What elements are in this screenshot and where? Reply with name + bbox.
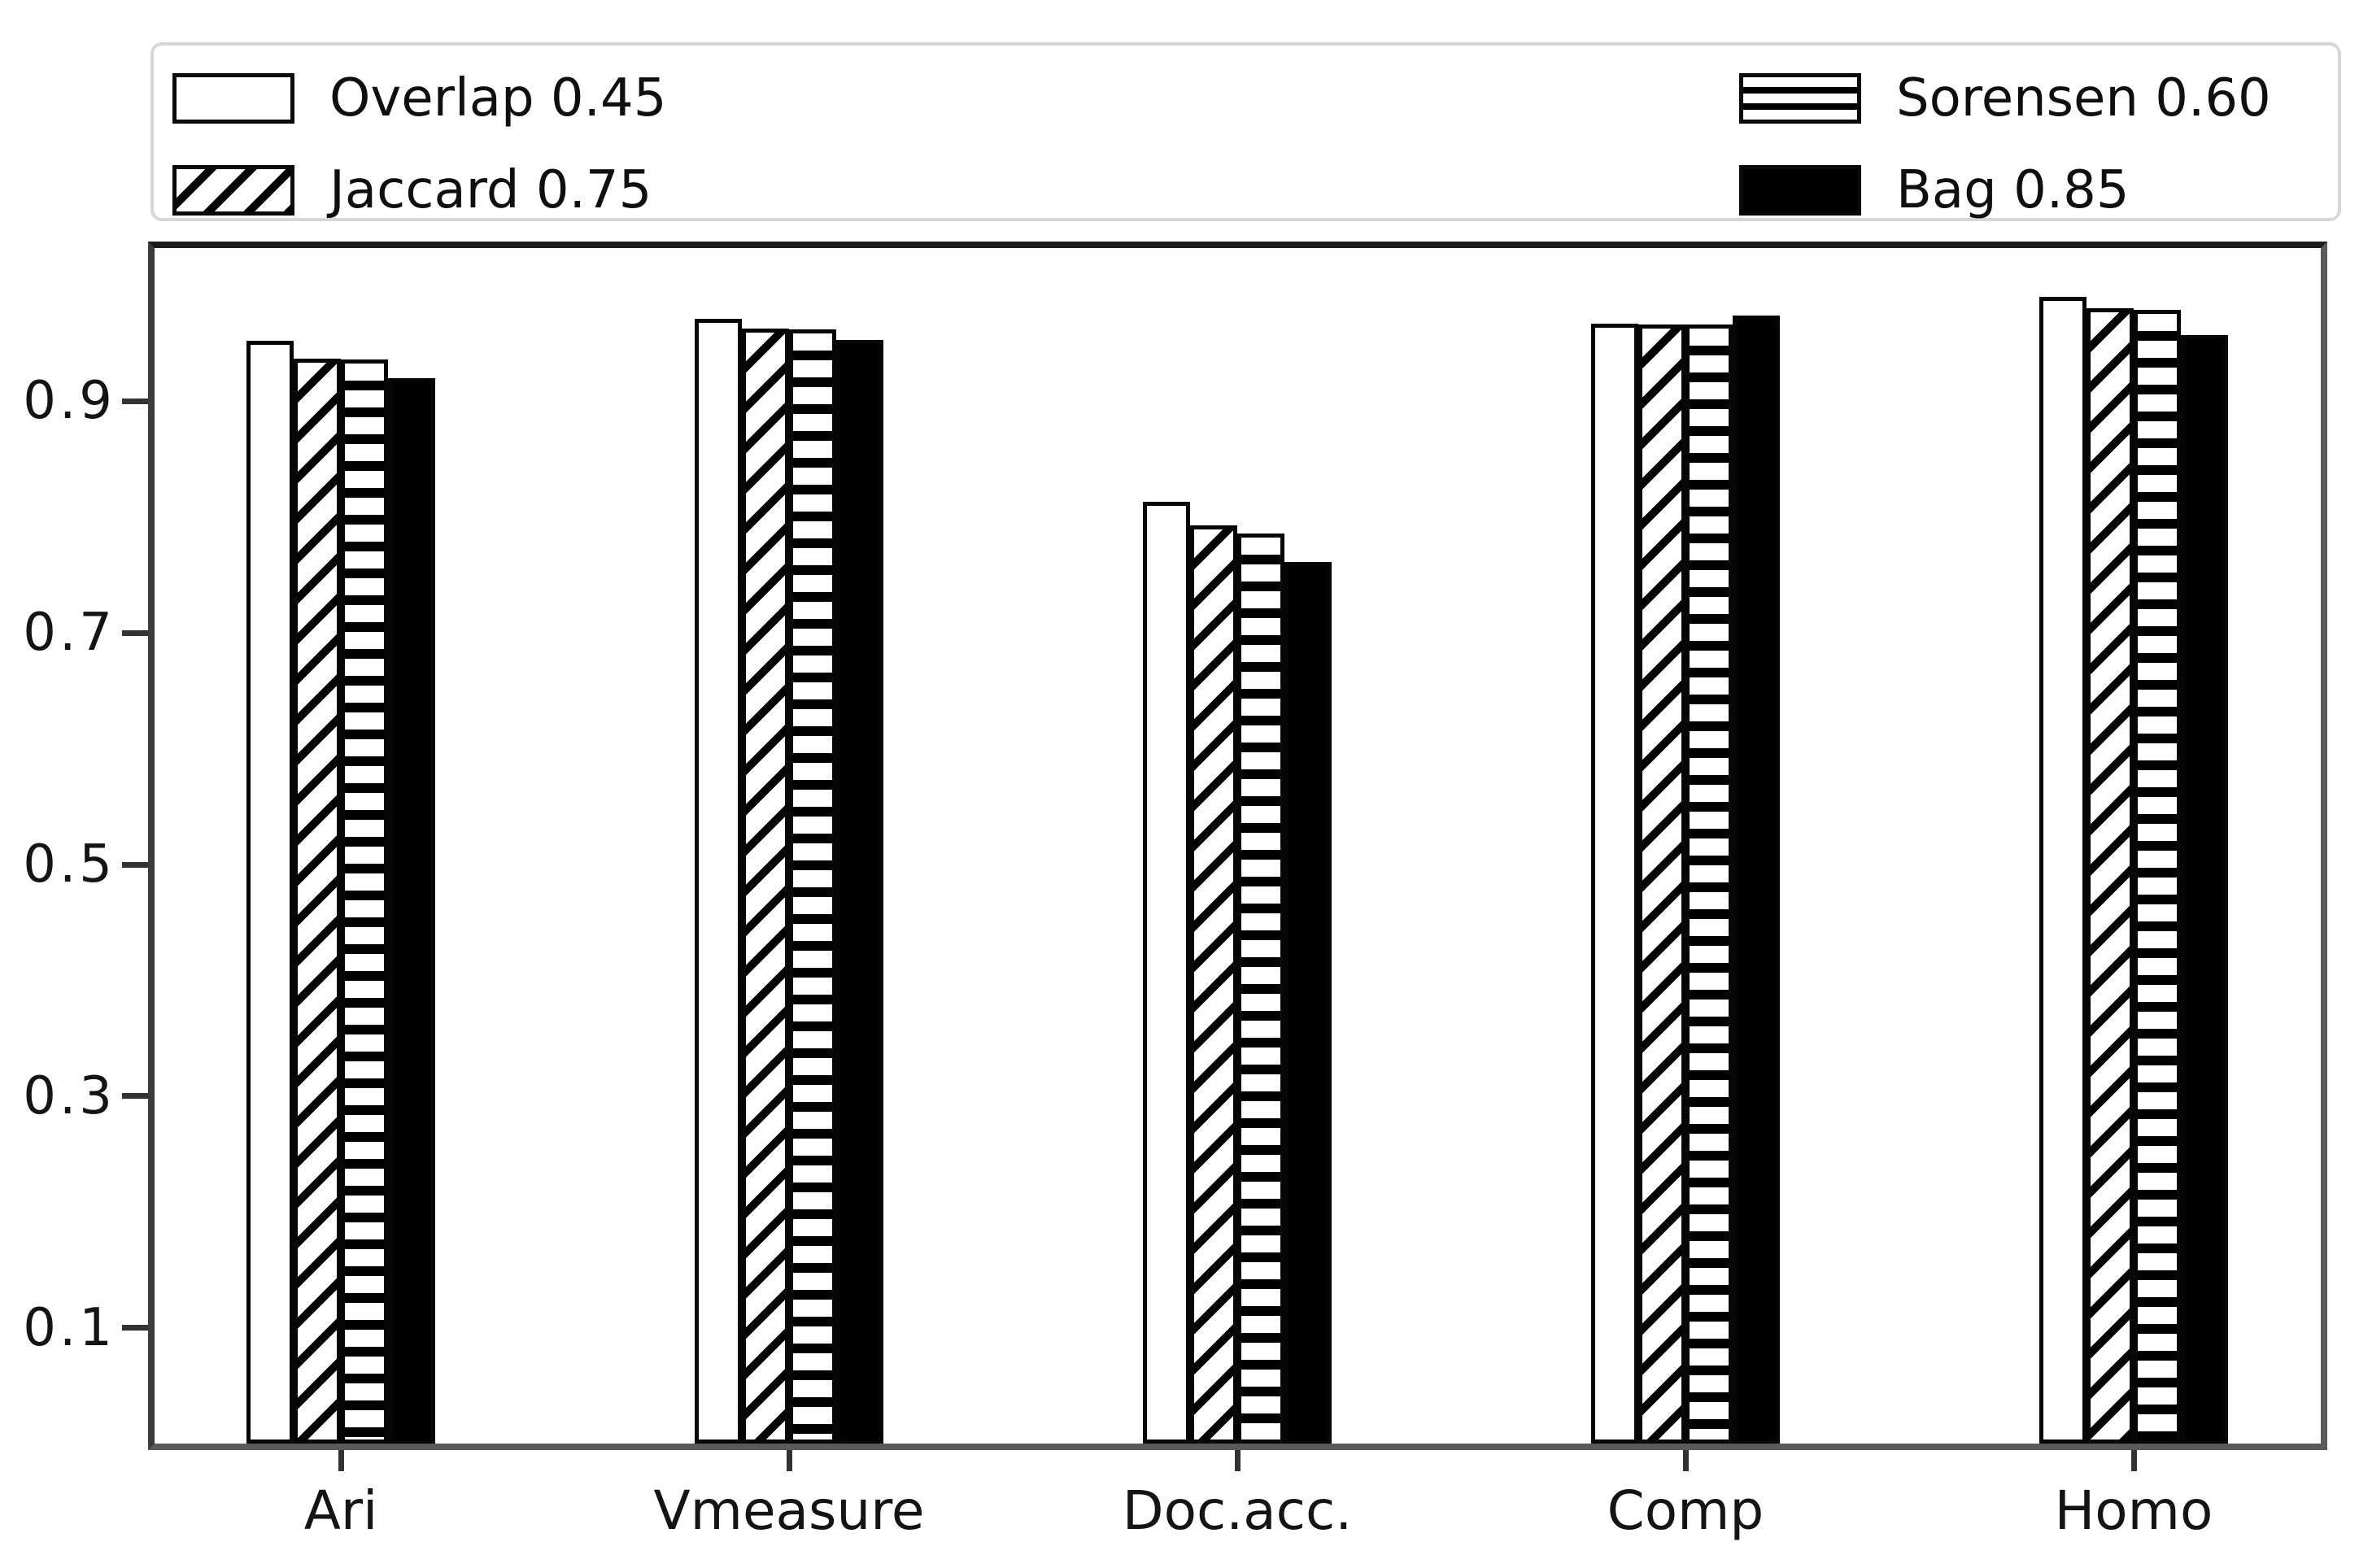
- y-tick-label: 0.5: [23, 834, 116, 895]
- bar-homo-bag: [2181, 335, 2228, 1444]
- bar-homo-overlap: [2039, 297, 2086, 1444]
- y-tick-label: 0.1: [23, 1297, 116, 1358]
- y-tick-mark: [122, 1325, 148, 1331]
- y-tick-label: 0.3: [23, 1065, 116, 1126]
- bar-comp-jaccard: [1638, 324, 1685, 1444]
- legend-label: Bag 0.85: [1896, 160, 2130, 220]
- diagonal-hatch-swatch-icon: [172, 165, 294, 216]
- bar-docacc-overlap: [1143, 502, 1190, 1444]
- bar-vmeasure-bag: [836, 339, 883, 1444]
- bar-ari-sorensen: [341, 359, 388, 1444]
- y-tick-mark: [122, 861, 148, 868]
- bar-ari-jaccard: [294, 358, 341, 1444]
- bar-comp-overlap: [1591, 324, 1638, 1444]
- x-axis-label-docacc: Doc.acc.: [1122, 1479, 1353, 1542]
- legend-label: Sorensen 0.60: [1896, 68, 2271, 128]
- bar-docacc-sorensen: [1237, 533, 1284, 1444]
- plot-inner: [155, 248, 2321, 1444]
- bar-homo-jaccard: [2086, 308, 2134, 1444]
- bar-comp-bag: [1733, 316, 1780, 1444]
- plot-area: [148, 242, 2327, 1450]
- x-axis-label-homo: Homo: [2054, 1479, 2213, 1542]
- bar-vmeasure-jaccard: [742, 328, 789, 1444]
- x-axis-label-comp: Comp: [1607, 1479, 1764, 1542]
- legend-item-jaccard: Jaccard 0.75: [172, 164, 652, 216]
- y-tick-label: 0.9: [23, 371, 116, 432]
- bar-ari-overlap: [246, 341, 294, 1444]
- none-hatch-swatch-icon: [172, 73, 294, 124]
- bar-comp-sorensen: [1685, 324, 1733, 1444]
- x-tick-mark: [1234, 1450, 1241, 1471]
- legend-item-sorensen: Sorensen 0.60: [1739, 72, 2271, 124]
- y-tick-mark: [122, 629, 148, 636]
- legend: Overlap 0.45 Jaccard 0.75 Sorensen 0.60 Bag…: [150, 42, 2341, 221]
- legend-label: Overlap 0.45: [329, 68, 667, 128]
- x-tick-mark: [1682, 1450, 1689, 1471]
- solid-hatch-swatch-icon: [1739, 165, 1861, 216]
- bar-docacc-bag: [1284, 562, 1332, 1444]
- legend-item-overlap: Overlap 0.45: [172, 72, 666, 124]
- y-tick-mark: [122, 1093, 148, 1100]
- bar-homo-sorensen: [2134, 309, 2181, 1444]
- y-tick-label: 0.7: [23, 603, 116, 664]
- legend-item-bag: Bag 0.85: [1739, 164, 2130, 216]
- bar-vmeasure-sorensen: [789, 329, 836, 1444]
- legend-label: Jaccard 0.75: [329, 160, 652, 220]
- x-axis-label-vmeasure: Vmeasure: [653, 1479, 925, 1542]
- y-tick-mark: [122, 398, 148, 404]
- horizontal-hatch-swatch-icon: [1739, 73, 1861, 124]
- x-tick-mark: [338, 1450, 344, 1471]
- x-axis-label-ari: Ari: [303, 1479, 378, 1542]
- bar-docacc-jaccard: [1190, 525, 1237, 1444]
- bar-ari-bag: [388, 377, 435, 1444]
- x-tick-mark: [786, 1450, 792, 1471]
- bar-vmeasure-overlap: [695, 319, 742, 1444]
- x-tick-mark: [2130, 1450, 2137, 1471]
